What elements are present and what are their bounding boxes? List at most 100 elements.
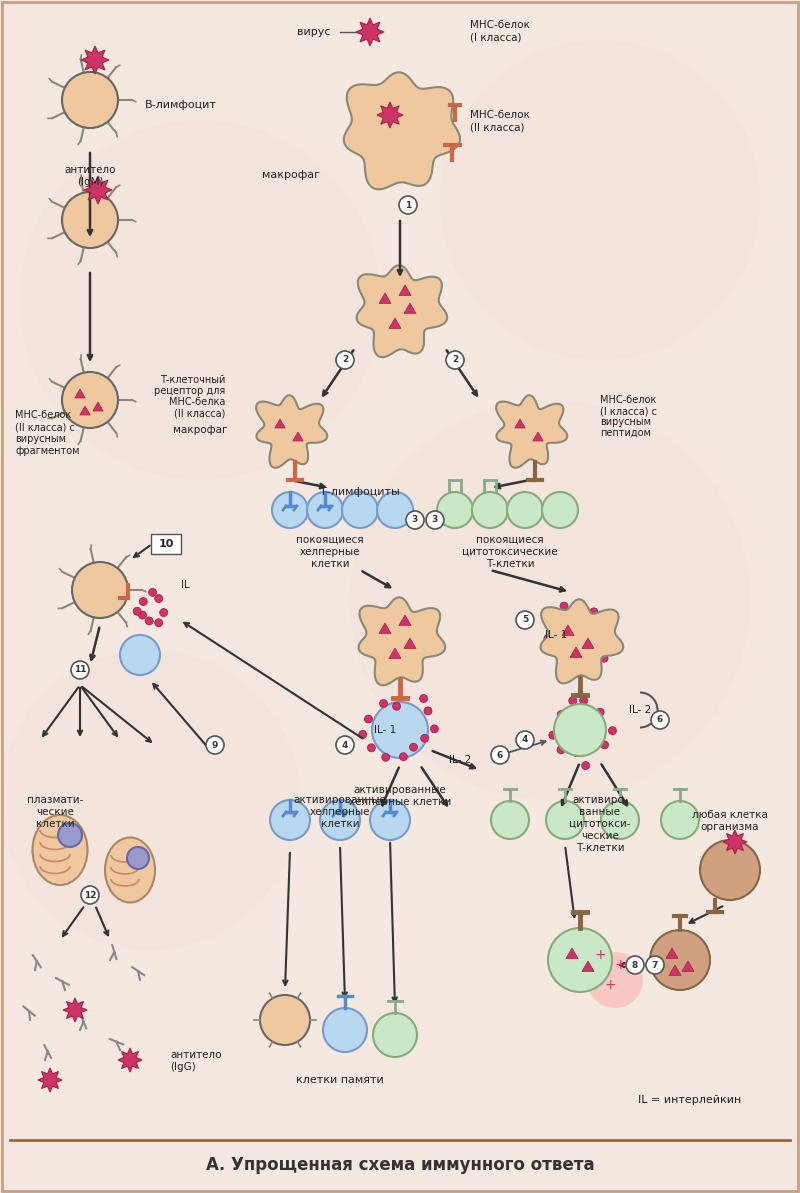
Circle shape — [560, 602, 568, 610]
Text: +: + — [604, 978, 616, 993]
Circle shape — [336, 736, 354, 754]
Circle shape — [440, 41, 760, 360]
Ellipse shape — [105, 837, 155, 902]
Text: Т-клеточный: Т-клеточный — [160, 375, 225, 385]
Circle shape — [424, 707, 432, 715]
Text: организма: организма — [701, 822, 759, 832]
Circle shape — [580, 697, 588, 705]
Polygon shape — [358, 598, 445, 685]
Polygon shape — [533, 432, 543, 441]
Circle shape — [572, 749, 580, 756]
Circle shape — [650, 931, 710, 990]
Circle shape — [544, 635, 552, 643]
Text: МНС-белок: МНС-белок — [15, 410, 71, 420]
Polygon shape — [81, 47, 109, 74]
Text: МНС-белок: МНС-белок — [600, 395, 656, 404]
Circle shape — [0, 650, 300, 950]
Circle shape — [472, 492, 508, 528]
Polygon shape — [399, 285, 411, 296]
Circle shape — [548, 622, 556, 629]
Polygon shape — [80, 406, 90, 415]
Circle shape — [272, 492, 308, 528]
Circle shape — [542, 492, 578, 528]
Text: (II класса): (II класса) — [174, 408, 225, 418]
Circle shape — [336, 351, 354, 369]
Circle shape — [548, 928, 612, 993]
Circle shape — [626, 956, 644, 973]
Circle shape — [406, 511, 424, 528]
Text: антитело: антитело — [64, 165, 116, 175]
Text: +: + — [614, 958, 626, 972]
Text: (II класса) с: (II класса) с — [15, 422, 75, 432]
Circle shape — [139, 598, 147, 606]
Circle shape — [358, 730, 366, 738]
Circle shape — [154, 619, 162, 626]
Text: антитело: антитело — [170, 1050, 222, 1061]
Circle shape — [62, 192, 118, 248]
Polygon shape — [404, 303, 416, 314]
Text: (II класса): (II класса) — [470, 122, 525, 132]
Circle shape — [377, 492, 413, 528]
Text: 3: 3 — [432, 515, 438, 525]
Polygon shape — [356, 18, 384, 47]
Circle shape — [323, 1008, 367, 1052]
Circle shape — [120, 635, 160, 675]
Text: покоящиеся: покоящиеся — [476, 534, 544, 545]
Polygon shape — [63, 999, 87, 1022]
Polygon shape — [377, 101, 403, 128]
Text: 6: 6 — [657, 716, 663, 724]
Circle shape — [421, 734, 429, 742]
Text: макрофаг: макрофаг — [173, 425, 227, 435]
Polygon shape — [75, 389, 85, 398]
Circle shape — [601, 741, 609, 749]
Circle shape — [596, 709, 604, 716]
Polygon shape — [38, 1068, 62, 1092]
Text: активированные: активированные — [354, 785, 446, 795]
Circle shape — [20, 120, 380, 480]
Circle shape — [491, 801, 529, 839]
Circle shape — [320, 801, 360, 840]
Circle shape — [587, 952, 643, 1008]
Circle shape — [149, 588, 157, 596]
Circle shape — [516, 611, 534, 629]
Circle shape — [370, 801, 410, 840]
Circle shape — [62, 72, 118, 128]
Text: В-лимфоцит: В-лимфоцит — [145, 100, 217, 110]
Circle shape — [570, 669, 578, 678]
Circle shape — [81, 886, 99, 904]
Text: вирусным: вирусным — [600, 418, 651, 427]
Polygon shape — [389, 319, 401, 328]
Circle shape — [700, 840, 760, 900]
Circle shape — [430, 725, 438, 733]
Circle shape — [71, 661, 89, 679]
Text: хелперные клетки: хелперные клетки — [349, 797, 451, 806]
Circle shape — [133, 607, 141, 616]
Text: покоящиеся: покоящиеся — [296, 534, 364, 545]
Text: IL- 1: IL- 1 — [545, 630, 567, 639]
Text: макрофаг: макрофаг — [262, 169, 320, 180]
Circle shape — [437, 492, 473, 528]
Text: (I класса) с: (I класса) с — [600, 406, 657, 416]
Circle shape — [651, 711, 669, 729]
Polygon shape — [399, 616, 411, 625]
Circle shape — [160, 608, 168, 617]
Circle shape — [420, 694, 428, 703]
Circle shape — [426, 511, 444, 528]
Text: IL- 2: IL- 2 — [629, 705, 651, 715]
Text: 10: 10 — [158, 539, 174, 549]
Text: клетки: клетки — [321, 820, 359, 829]
Text: 3: 3 — [412, 515, 418, 525]
Text: IL- 2: IL- 2 — [449, 755, 471, 765]
Text: ческие: ческие — [36, 806, 74, 817]
Circle shape — [557, 746, 565, 754]
Text: IL = интерлейкин: IL = интерлейкин — [638, 1095, 742, 1105]
Circle shape — [379, 699, 387, 707]
Text: активированные: активированные — [294, 795, 386, 805]
Text: цитотоксические: цитотоксические — [462, 548, 558, 557]
Text: клетки: клетки — [310, 560, 350, 569]
Text: (I класса): (I класса) — [470, 32, 522, 42]
Polygon shape — [344, 73, 460, 190]
Circle shape — [558, 711, 566, 718]
Circle shape — [586, 662, 594, 670]
Circle shape — [601, 801, 639, 839]
